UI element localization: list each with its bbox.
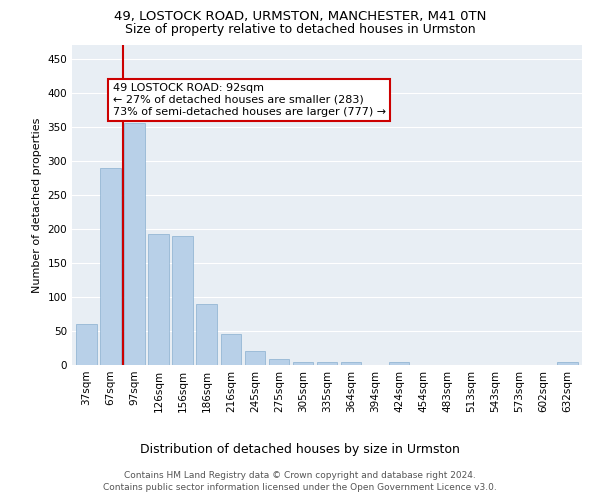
Bar	[317, 362, 337, 365]
Text: 49 LOSTOCK ROAD: 92sqm
← 27% of detached houses are smaller (283)
73% of semi-de: 49 LOSTOCK ROAD: 92sqm ← 27% of detached…	[113, 84, 386, 116]
Bar	[124, 124, 145, 365]
Text: Distribution of detached houses by size in Urmston: Distribution of detached houses by size …	[140, 442, 460, 456]
Bar	[245, 350, 265, 365]
Bar	[100, 168, 121, 365]
Bar	[341, 362, 361, 365]
Bar	[148, 234, 169, 365]
Bar	[293, 362, 313, 365]
Bar	[269, 359, 289, 365]
Y-axis label: Number of detached properties: Number of detached properties	[32, 118, 42, 292]
Bar	[221, 334, 241, 365]
Bar	[76, 324, 97, 365]
Text: Contains public sector information licensed under the Open Government Licence v3: Contains public sector information licen…	[103, 484, 497, 492]
Text: Contains HM Land Registry data © Crown copyright and database right 2024.: Contains HM Land Registry data © Crown c…	[124, 471, 476, 480]
Text: Size of property relative to detached houses in Urmston: Size of property relative to detached ho…	[125, 22, 475, 36]
Bar	[557, 362, 578, 365]
Text: 49, LOSTOCK ROAD, URMSTON, MANCHESTER, M41 0TN: 49, LOSTOCK ROAD, URMSTON, MANCHESTER, M…	[114, 10, 486, 23]
Bar	[196, 304, 217, 365]
Bar	[389, 362, 409, 365]
Bar	[172, 236, 193, 365]
